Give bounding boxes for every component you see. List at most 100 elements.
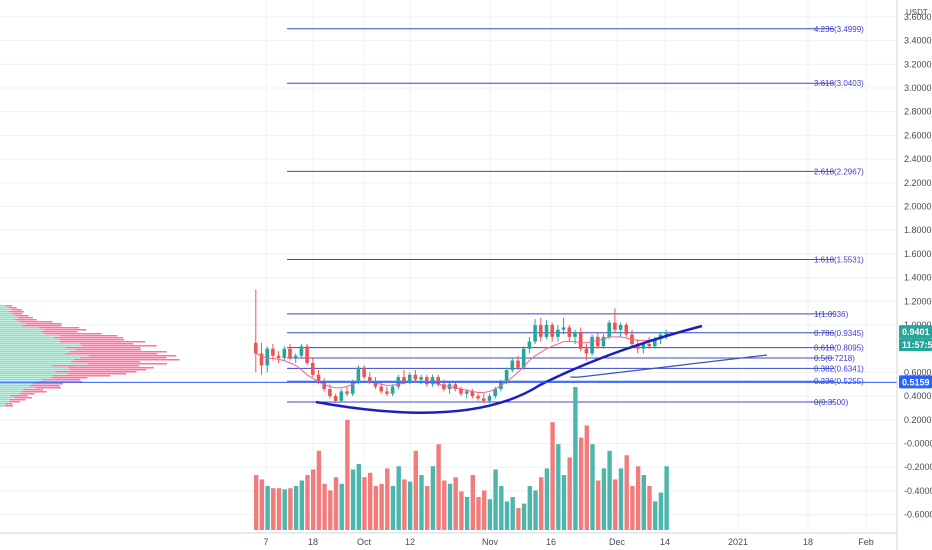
x-tick-label: 18 <box>803 537 813 547</box>
profile-row-down <box>24 389 43 391</box>
profile-row-down <box>22 391 47 393</box>
profile-row-up <box>0 309 12 311</box>
profile-row-up <box>0 305 5 307</box>
fib-level-label: 0.786(0.9345) <box>814 329 864 338</box>
profile-row-down <box>60 341 145 343</box>
candle-body <box>334 396 338 401</box>
fib-level-label: 1(1.0936) <box>814 310 849 319</box>
profile-row-down <box>9 401 20 403</box>
profile-row-up <box>0 339 60 341</box>
y-tick-label: -0.4000 <box>904 486 932 496</box>
profile-row-up <box>0 361 71 363</box>
profile-row-up <box>0 369 70 371</box>
x-tick-label: 7 <box>263 537 268 547</box>
volume-bar <box>511 497 515 530</box>
profile-row-up <box>0 327 39 329</box>
volume-bar <box>374 486 378 530</box>
profile-row-down <box>22 325 62 327</box>
profile-row-up <box>0 335 59 337</box>
profile-row-up <box>0 365 52 367</box>
candle-body <box>482 398 486 400</box>
profile-row-down <box>5 403 12 405</box>
fib-level-label: 0.382(0.6341) <box>814 364 864 373</box>
profile-row-up <box>0 337 54 339</box>
profile-row-down <box>26 323 62 325</box>
profile-row-up <box>0 375 53 377</box>
profile-row-down <box>65 353 157 355</box>
y-tick-label: 2.8000 <box>904 107 932 117</box>
volume-bar <box>579 438 583 530</box>
candle-body <box>283 349 287 358</box>
x-tick-label: 14 <box>660 537 670 547</box>
y-tick-label: 2.4000 <box>904 154 932 164</box>
candle-body <box>328 389 332 396</box>
candle-body <box>539 325 543 337</box>
profile-row-down <box>5 405 13 407</box>
x-tick-label: Nov <box>482 537 499 547</box>
countdown-tag: 11:57:55 <box>902 340 932 350</box>
profile-row-up <box>0 349 76 351</box>
candle-body <box>379 387 383 392</box>
ema-fast-line <box>256 337 661 393</box>
candle-body <box>516 361 520 368</box>
volume-bar <box>653 501 657 530</box>
y-tick-label: 1.8000 <box>904 225 932 235</box>
profile-row-up <box>0 385 30 387</box>
x-tick-label: 18 <box>308 537 318 547</box>
profile-row-up <box>0 345 82 347</box>
fib-level-label: 1.618(1.5531) <box>814 255 864 264</box>
x-tick-label: Feb <box>858 537 874 547</box>
volume-bar <box>385 468 389 530</box>
profile-row-down <box>10 395 27 397</box>
profile-row-up <box>0 331 42 333</box>
candle-body <box>528 342 532 349</box>
volume-bar <box>482 490 486 530</box>
profile-row-up <box>0 319 15 321</box>
volume-bar <box>328 490 332 530</box>
profile-row-up <box>0 401 9 403</box>
y-tick-label: 2.6000 <box>904 130 932 140</box>
volume-bar <box>454 477 458 530</box>
volume-bar <box>271 488 275 530</box>
profile-row-up <box>0 363 87 365</box>
fib-extension[interactable]: 0(0.3500) 0.236(0.5255) 0.382(0.6341)0.5(0… <box>287 25 864 407</box>
profile-row-down <box>10 399 26 401</box>
profile-row-down <box>15 319 37 321</box>
profile-row-up <box>0 389 24 391</box>
profile-row-up <box>0 323 26 325</box>
volume-bar <box>311 470 315 531</box>
profile-row-up <box>0 371 56 373</box>
candle-body <box>505 370 509 382</box>
profile-row-down <box>36 387 61 389</box>
volume-bar <box>545 468 549 530</box>
profile-row-up <box>0 311 9 313</box>
candle-body <box>511 361 515 370</box>
profile-row-down <box>33 383 63 385</box>
candle-body <box>550 325 554 337</box>
volume-bar <box>533 490 537 530</box>
volume-bar <box>317 451 321 530</box>
profile-row-down <box>70 369 146 371</box>
volume-bar <box>368 473 372 530</box>
volume-bar <box>636 466 640 530</box>
profile-row-down <box>53 375 110 377</box>
fib-level-label: 0(0.3500) <box>814 398 849 407</box>
y-tick-label: 0.2000 <box>904 415 932 425</box>
y-tick-label: 3.2000 <box>904 59 932 69</box>
volume-bar <box>362 477 366 530</box>
profile-row-down <box>5 305 12 307</box>
volume-bar <box>550 422 554 530</box>
profile-row-down <box>87 363 167 365</box>
volume-bar <box>254 475 258 530</box>
profile-row-up <box>0 343 80 345</box>
profile-row-down <box>12 309 22 311</box>
candle-body <box>664 332 668 334</box>
profile-row-up <box>0 333 45 335</box>
volume-bar <box>573 387 577 530</box>
volume-bar <box>659 493 663 530</box>
profile-row-down <box>30 385 60 387</box>
candle-body <box>322 382 326 389</box>
candle-body <box>596 337 600 346</box>
